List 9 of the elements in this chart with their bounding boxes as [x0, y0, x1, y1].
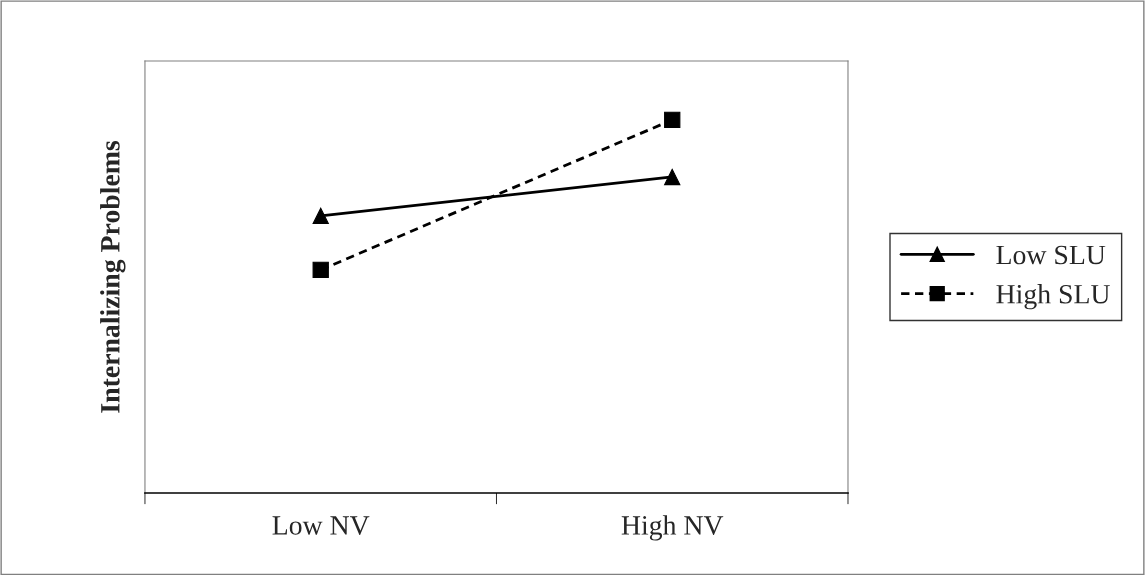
x-tick-label: High NV [621, 515, 724, 541]
x-tick-label: Low NV [272, 516, 370, 535]
point [664, 168, 681, 186]
point [312, 261, 329, 279]
y-axis-title: Internalizing Problems [100, 140, 126, 413]
legend-label: High SLU [996, 284, 1110, 310]
legend-label: Low SLU [996, 245, 1106, 265]
point [312, 207, 329, 224]
point [664, 111, 681, 129]
